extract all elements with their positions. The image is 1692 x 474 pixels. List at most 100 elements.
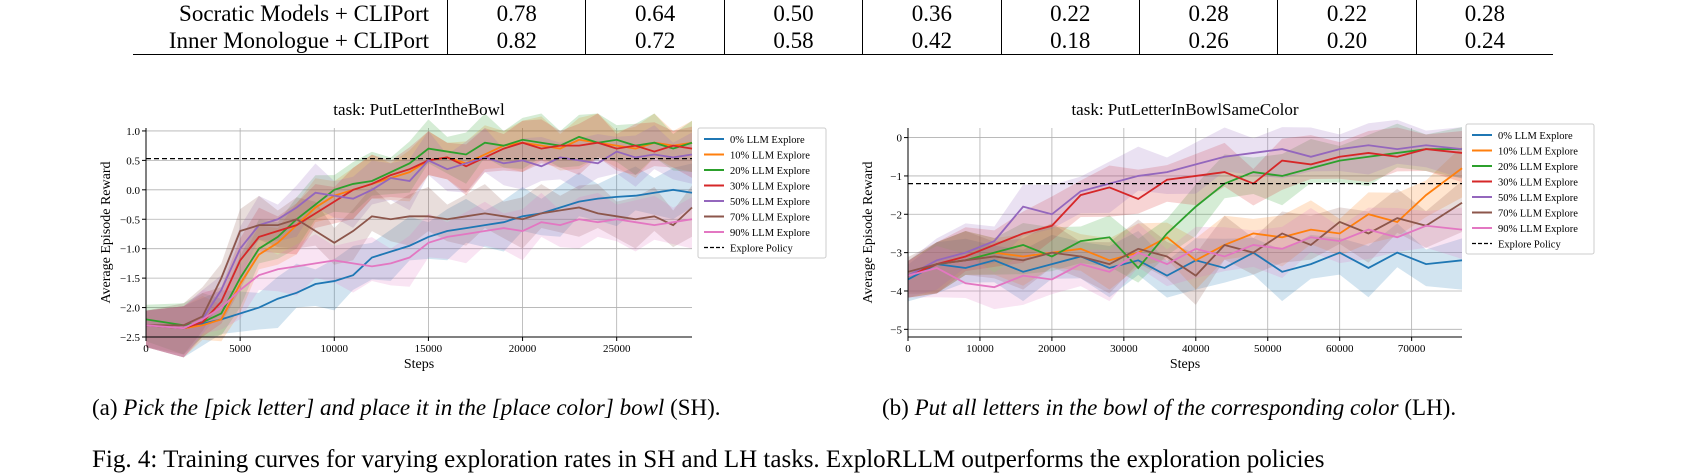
table-cell: 0.36 xyxy=(862,0,1002,27)
table-cell: 0.78 xyxy=(446,0,586,27)
x-tick-label: 0 xyxy=(143,343,149,355)
series-line xyxy=(145,188,693,330)
y-tick-label: 0.0 xyxy=(126,185,140,197)
legend-label: 0% LLM Explore xyxy=(730,135,805,146)
x-tick-label: 50000 xyxy=(1254,343,1282,355)
y-tick-label: 0 xyxy=(897,133,903,145)
x-tick-label: 70000 xyxy=(1398,343,1426,355)
figure-caption: Fig. 4: Training curves for varying expl… xyxy=(92,446,1325,473)
table-row: Socratic Models + CLIPort 0.78 0.64 0.50 0.3… xyxy=(133,0,1553,27)
legend-box xyxy=(697,127,827,259)
y-tick-label: −4 xyxy=(890,286,902,298)
x-tick-label: 5000 xyxy=(229,343,252,355)
x-axis-label: Steps xyxy=(1170,357,1200,372)
legend-label: 10% LLM Explore xyxy=(1498,147,1578,158)
series-line xyxy=(146,206,693,327)
y-tick-label: −2 xyxy=(890,209,902,221)
legend-box xyxy=(1465,123,1595,255)
legend-label: 70% LLM Explore xyxy=(1498,209,1578,220)
chart-title: task: PutLetterIntheBowl xyxy=(333,100,505,119)
table-cell: 0.22 xyxy=(1000,0,1140,27)
legend-label: Explore Policy xyxy=(1498,240,1561,251)
caption-a: (a) Pick the [pick letter] and place it … xyxy=(92,395,721,420)
series-band xyxy=(908,180,1462,305)
chart-1: 0 5000 10000 15000 20000 25000 −2.5 −2.0 −1.5 −1.… xyxy=(99,100,827,372)
y-tick-label: −1 xyxy=(890,171,902,183)
legend-label: Explore Policy xyxy=(730,244,793,255)
table-cell: 0.28 xyxy=(1415,0,1553,27)
legend-label: 90% LLM Explore xyxy=(730,228,810,239)
table-row: Inner Monologue + CLIPort 0.82 0.72 0.58 0.4… xyxy=(133,27,1553,55)
caption-b: (b) Put all letters in the bowl of the c… xyxy=(882,395,1457,420)
table-cell: 0.72 xyxy=(585,27,725,55)
series-band xyxy=(146,113,692,358)
y-tick-label: −1.5 xyxy=(120,273,140,285)
legend: 0% LLM Explore 10% LLM Explore 20% LLM Exp… xyxy=(697,127,827,259)
series-band xyxy=(146,192,692,358)
series-band xyxy=(146,113,692,355)
series-line xyxy=(907,148,1462,277)
x-axis-label: Steps xyxy=(404,357,434,372)
chart-title: task: PutLetterInBowlSameColor xyxy=(1071,100,1298,119)
table-cell: 0.22 xyxy=(1277,0,1417,27)
legend-label: 50% LLM Explore xyxy=(730,197,810,208)
series-line xyxy=(907,148,1463,277)
table-cell: 0.50 xyxy=(723,0,863,27)
series-line xyxy=(145,135,693,327)
table-cell: 0.42 xyxy=(862,27,1002,55)
series-line xyxy=(145,218,693,330)
row-label: Inner Monologue + CLIPort xyxy=(133,27,448,55)
y-tick-label: 0.5 xyxy=(126,155,140,167)
x-tick-label: 10000 xyxy=(966,343,994,355)
x-tick-label: 20000 xyxy=(509,343,537,355)
legend: 0% LLM Explore 10% LLM Explore 20% LLM Exp… xyxy=(1465,123,1595,255)
y-axis-label: Average Episode Reward xyxy=(99,161,114,303)
series-band xyxy=(146,184,692,355)
y-tick-label: −0.5 xyxy=(120,214,140,226)
x-tick-label: 10000 xyxy=(321,343,349,355)
chart-2: 0 10000 20000 30000 40000 50000 60000 70000 −5 −4… xyxy=(861,100,1595,372)
table-cell: 0.18 xyxy=(1000,27,1140,55)
x-tick-label: 60000 xyxy=(1326,343,1354,355)
y-tick-label: 1.0 xyxy=(126,126,140,138)
y-axis-label: Average Episode Reward xyxy=(861,161,876,303)
series-band xyxy=(908,223,1462,302)
y-tick-label: −2.0 xyxy=(120,303,140,315)
legend-label: 50% LLM Explore xyxy=(1498,193,1578,204)
legend-label: 20% LLM Explore xyxy=(1498,162,1578,173)
legend-label: 10% LLM Explore xyxy=(730,151,810,162)
x-tick-label: 15000 xyxy=(415,343,443,355)
table-cell: 0.28 xyxy=(1138,0,1278,27)
results-table: Socratic Models + CLIPort 0.78 0.64 0.50 0.3… xyxy=(133,0,1553,55)
table-cell: 0.82 xyxy=(446,27,586,55)
series-line xyxy=(145,150,693,330)
legend-label: 30% LLM Explore xyxy=(1498,178,1578,189)
x-tick-label: 0 xyxy=(905,343,911,355)
series-line xyxy=(907,167,1463,277)
table-cell: 0.26 xyxy=(1138,27,1278,55)
series-band xyxy=(908,127,1462,298)
x-tick-label: 40000 xyxy=(1182,343,1210,355)
y-tick-label: −3 xyxy=(890,248,902,260)
row-label: Socratic Models + CLIPort xyxy=(179,1,429,26)
series-line xyxy=(907,251,1463,281)
series-line xyxy=(907,144,1463,277)
legend-label: 30% LLM Explore xyxy=(730,182,810,193)
series-band xyxy=(908,207,1462,310)
legend-label: 0% LLM Explore xyxy=(1498,131,1573,142)
series-band xyxy=(908,146,1462,298)
series-line xyxy=(907,224,1463,289)
legend-label: 90% LLM Explore xyxy=(1498,224,1578,235)
table-cell: 0.24 xyxy=(1415,27,1553,55)
legend-label: 20% LLM Explore xyxy=(730,166,810,177)
y-tick-label: −5 xyxy=(890,324,902,336)
x-tick-label: 25000 xyxy=(603,343,631,355)
y-tick-label: −2.5 xyxy=(120,332,140,344)
x-tick-label: 30000 xyxy=(1110,343,1138,355)
table-cell: 0.64 xyxy=(585,0,725,27)
legend-label: 70% LLM Explore xyxy=(730,213,810,224)
series-band xyxy=(146,113,692,358)
x-tick-label: 20000 xyxy=(1038,343,1066,355)
table-cell: 0.58 xyxy=(723,27,863,55)
